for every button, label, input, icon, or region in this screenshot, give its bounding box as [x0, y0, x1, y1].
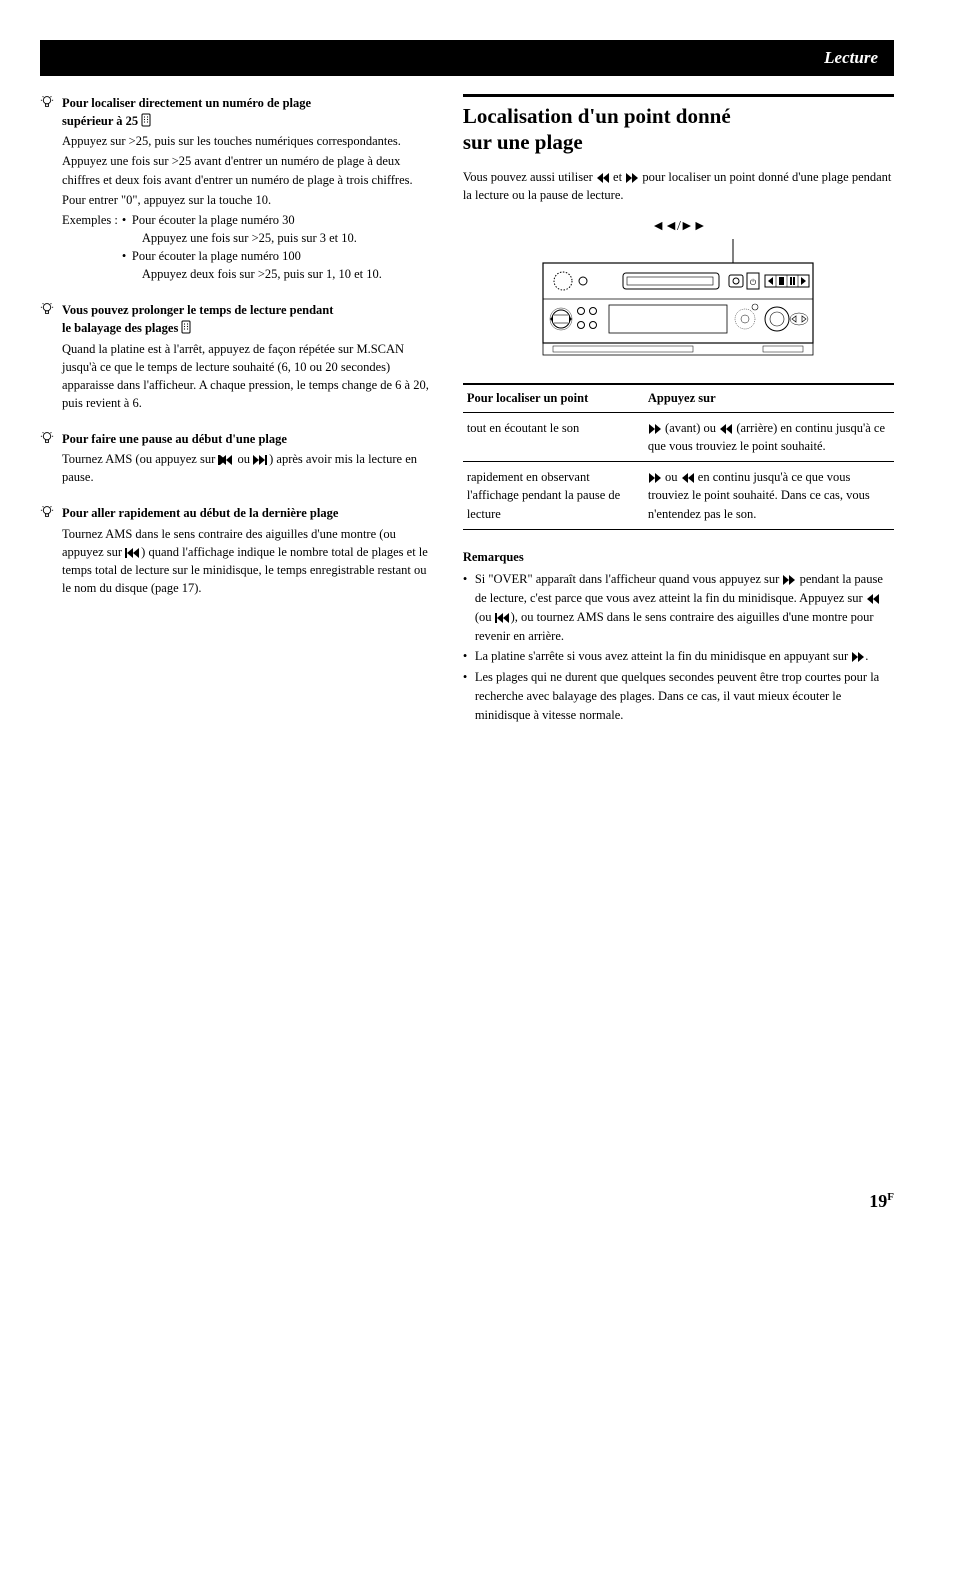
tip-go-last-track: Pour aller rapidement au début de la der…	[40, 504, 433, 597]
rewind-icon	[719, 424, 733, 434]
table-header-2: Appuyez sur	[644, 384, 894, 413]
remote-icon	[141, 113, 151, 127]
example-1-head: Pour écouter la plage numéro 30	[132, 213, 295, 227]
r2c2: ou en continu jusqu'à ce que vous trouvi…	[644, 462, 894, 529]
remark-3: Les plages qui ne durent que quelques se…	[463, 668, 894, 724]
tip-extend-scan-time: Vous pouvez prolonger le temps de lectur…	[40, 301, 433, 412]
section-title-line1: Localisation d'un point donné	[463, 104, 731, 128]
two-column-layout: Pour localiser directement un numéro de …	[40, 94, 894, 726]
tip4-title: Pour aller rapidement au début de la der…	[62, 504, 433, 522]
intro-a: Vous pouvez aussi utiliser	[463, 170, 596, 184]
remark-2: La platine s'arrête si vous avez atteint…	[463, 647, 894, 666]
example-1: Pour écouter la plage numéro 30 Appuyez …	[122, 211, 433, 247]
tip-locate-over-25: Pour localiser directement un numéro de …	[40, 94, 433, 283]
remarks-title: Remarques	[463, 548, 894, 567]
header-bar: Lecture	[40, 40, 894, 76]
table-row: rapidement en observant l'affichage pend…	[463, 462, 894, 529]
tip1-p1: Appuyez sur >25, puis sur les touches nu…	[62, 132, 433, 150]
page-number-suffix: F	[887, 1191, 894, 1203]
fast-forward-icon	[648, 424, 662, 434]
tip2-body: Quand la platine est à l'arrêt, appuyez …	[62, 340, 433, 413]
example-2-body: Appuyez deux fois sur >25, puis sur 1, 1…	[132, 265, 433, 283]
remark-2-a: La platine s'arrête si vous avez atteint…	[475, 649, 851, 663]
remark-1: Si "OVER" apparaît dans l'afficheur quan…	[463, 570, 894, 645]
intro-b: et	[610, 170, 625, 184]
tip4-body: Tournez AMS dans le sens contraire des a…	[62, 525, 433, 598]
section-title-line2: sur une plage	[463, 130, 583, 154]
remote-icon	[181, 320, 191, 334]
lightbulb-icon	[40, 505, 54, 519]
left-column: Pour localiser directement un numéro de …	[40, 94, 433, 726]
lightbulb-icon	[40, 95, 54, 109]
remark-2-b: .	[865, 649, 868, 663]
rewind-icon	[681, 473, 695, 483]
remark-1-d: ), ou tournez AMS dans le sens contraire…	[475, 610, 874, 643]
rewind-icon	[596, 173, 610, 183]
example-1-body: Appuyez une fois sur >25, puis sur 3 et …	[132, 229, 433, 247]
right-column: Localisation d'un point donné sur une pl…	[463, 94, 894, 726]
tip1-title-line2: supérieur à 25	[62, 114, 138, 128]
fast-forward-icon	[851, 652, 865, 662]
device-illustration: ◄◄/►► ⏻	[463, 219, 894, 359]
section-title: Localisation d'un point donné sur une pl…	[463, 103, 894, 156]
svg-text:⏻: ⏻	[750, 278, 757, 287]
fast-forward-icon	[782, 575, 796, 585]
r2c2-a: ou	[662, 470, 681, 484]
tip1-title-line1: Pour localiser directement un numéro de …	[62, 96, 311, 110]
example-2-head: Pour écouter la plage numéro 100	[132, 249, 301, 263]
lightbulb-icon	[40, 431, 54, 445]
table-row: tout en écoutant le son (avant) ou (arri…	[463, 413, 894, 462]
remarks-block: Remarques Si "OVER" apparaît dans l'affi…	[463, 548, 894, 725]
device-callout-label: ◄◄/►►	[463, 219, 894, 235]
tip3-body-a: Tournez AMS (ou appuyez sur	[62, 452, 218, 466]
tip3-body-b: ou	[234, 452, 253, 466]
page-number-value: 19	[869, 1191, 887, 1211]
tip3-title: Pour faire une pause au début d'une plag…	[62, 430, 433, 448]
page-number: 19F	[869, 1191, 894, 1212]
example-2: Pour écouter la plage numéro 100 Appuyez…	[122, 247, 433, 283]
examples-list: Pour écouter la plage numéro 30 Appuyez …	[118, 211, 433, 284]
device-diagram: ⏻	[533, 239, 823, 359]
skip-prev-icon	[218, 455, 234, 465]
section-rule	[463, 94, 894, 97]
fast-forward-icon	[625, 173, 639, 183]
tip2-title-line2: le balayage des plages	[62, 321, 178, 335]
skip-prev-icon	[125, 548, 141, 558]
tip3-body: Tournez AMS (ou appuyez sur ou ) après a…	[62, 450, 433, 486]
intro-text: Vous pouvez aussi utiliser et pour local…	[463, 168, 894, 206]
remark-1-c: (ou	[475, 610, 495, 624]
locate-point-table: Pour localiser un point Appuyez sur tout…	[463, 383, 894, 530]
tip1-p2: Appuyez une fois sur >25 avant d'entrer …	[62, 152, 433, 188]
header-section-label: Lecture	[824, 48, 878, 67]
lightbulb-icon	[40, 302, 54, 316]
r1c2-a: (avant) ou	[662, 421, 719, 435]
tip-pause-at-start: Pour faire une pause au début d'une plag…	[40, 430, 433, 486]
examples-label: Exemples :	[62, 211, 118, 284]
r1c2: (avant) ou (arrière) en continu jusqu'à …	[644, 413, 894, 462]
tip1-p3: Pour entrer "0", appuyez sur la touche 1…	[62, 191, 433, 209]
table-header-1: Pour localiser un point	[463, 384, 644, 413]
page: Lecture Pour localiser directement un nu…	[0, 0, 954, 1572]
r1c1: tout en écoutant le son	[463, 413, 644, 462]
skip-next-icon	[253, 455, 269, 465]
skip-prev-icon	[495, 613, 511, 623]
fast-forward-icon	[648, 473, 662, 483]
r2c1: rapidement en observant l'affichage pend…	[463, 462, 644, 529]
tip2-title-line1: Vous pouvez prolonger le temps de lectur…	[62, 303, 333, 317]
remark-1-a: Si "OVER" apparaît dans l'afficheur quan…	[475, 572, 783, 586]
rewind-icon	[866, 594, 880, 604]
